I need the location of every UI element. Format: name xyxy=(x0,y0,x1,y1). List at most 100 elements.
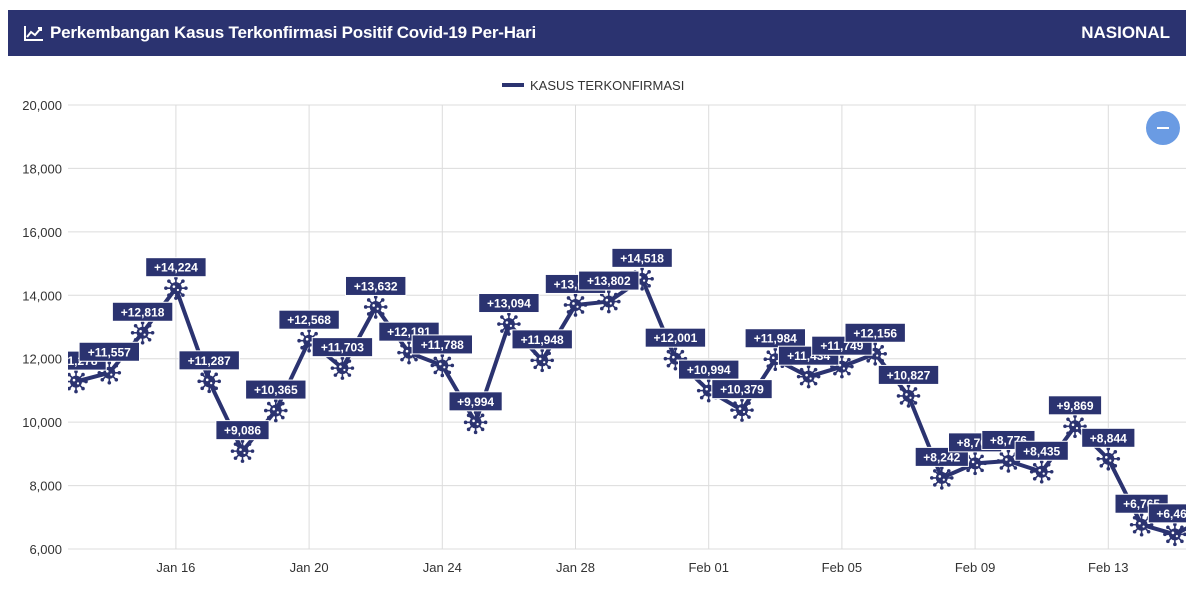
data-label: +11,557 xyxy=(78,341,140,362)
data-point-marker[interactable] xyxy=(263,397,289,424)
y-tick-label: 12,000 xyxy=(22,352,62,367)
x-tick-label: Jan 20 xyxy=(290,560,329,575)
data-point-marker[interactable] xyxy=(196,368,222,394)
data-point-marker[interactable] xyxy=(429,352,455,379)
svg-text:+9,994: +9,994 xyxy=(457,395,494,409)
data-label: +9,086 xyxy=(215,420,270,441)
data-label: +12,156 xyxy=(844,322,906,343)
svg-text:+10,379: +10,379 xyxy=(720,383,764,397)
data-point-marker[interactable] xyxy=(229,438,256,464)
data-label: +11,703 xyxy=(311,337,374,358)
data-point-marker[interactable] xyxy=(1029,459,1055,485)
data-label: +11,948 xyxy=(511,329,573,350)
svg-text:+13,094: +13,094 xyxy=(487,297,531,311)
svg-text:+8,844: +8,844 xyxy=(1090,431,1127,445)
legend-label: KASUS TERKONFIRMASI xyxy=(530,78,684,93)
data-label: +10,365 xyxy=(245,379,307,400)
data-label: +9,869 xyxy=(1047,395,1103,416)
data-point-marker[interactable] xyxy=(1095,446,1121,472)
x-tick-label: Jan 24 xyxy=(423,560,462,575)
y-tick-label: 6,000 xyxy=(29,542,62,557)
data-point-marker[interactable] xyxy=(329,355,355,381)
data-point-marker[interactable] xyxy=(363,294,389,320)
data-label: +8,844 xyxy=(1081,427,1136,448)
data-point-marker[interactable] xyxy=(163,275,189,301)
svg-text:+9,869: +9,869 xyxy=(1056,399,1093,413)
data-label: +13,802 xyxy=(578,270,640,291)
svg-text:+12,001: +12,001 xyxy=(654,331,698,345)
data-label: +6,462 xyxy=(1147,503,1188,524)
chart-title: Perkembangan Kasus Terkonfirmasi Positif… xyxy=(50,23,536,42)
svg-text:+11,287: +11,287 xyxy=(188,354,231,368)
series-line xyxy=(75,276,1186,537)
data-point-marker[interactable] xyxy=(64,369,89,395)
svg-text:+12,568: +12,568 xyxy=(287,313,331,327)
x-tick-label: Jan 28 xyxy=(556,560,595,575)
svg-text:+8,435: +8,435 xyxy=(1023,444,1060,458)
svg-text:+11,557: +11,557 xyxy=(88,345,131,359)
data-point-marker[interactable] xyxy=(562,292,589,318)
header-title-group: Perkembangan Kasus Terkonfirmasi Positif… xyxy=(24,10,536,56)
y-tick-label: 10,000 xyxy=(22,415,62,430)
data-label: +10,827 xyxy=(877,364,940,385)
y-tick-label: 14,000 xyxy=(22,288,62,303)
data-label: +10,379 xyxy=(711,379,773,400)
chart-header: Perkembangan Kasus Terkonfirmasi Positif… xyxy=(8,10,1186,56)
y-tick-label: 16,000 xyxy=(22,225,62,240)
data-label: +14,518 xyxy=(611,247,673,268)
data-label: +11,984 xyxy=(744,328,806,349)
svg-text:+11,788: +11,788 xyxy=(421,338,464,352)
data-label: +11,287 xyxy=(178,350,240,371)
x-tick-label: Feb 01 xyxy=(688,560,728,575)
data-point-marker[interactable] xyxy=(729,397,755,423)
data-label: +11,788 xyxy=(411,334,474,355)
data-point-marker[interactable] xyxy=(463,409,489,435)
data-point-marker[interactable] xyxy=(529,347,555,373)
zoom-reset-button[interactable] xyxy=(1146,111,1180,145)
data-label: +9,994 xyxy=(448,391,503,412)
y-axis: 6,000 8,000 10,000 12,000 14,000 16,000 18,000… xyxy=(22,98,62,557)
y-tick-label: 8,000 xyxy=(29,479,62,494)
svg-text:+11,948: +11,948 xyxy=(521,333,564,347)
x-tick-label: Jan 16 xyxy=(156,560,195,575)
x-tick-label: Feb 13 xyxy=(1088,560,1128,575)
data-label: +14,224 xyxy=(145,257,207,278)
svg-text:+10,827: +10,827 xyxy=(887,368,931,382)
svg-text:+13,802: +13,802 xyxy=(587,274,631,288)
plot-area: +11,278+11,557+12,818+14,224+11,287+9,08… xyxy=(64,247,1188,547)
svg-text:+14,224: +14,224 xyxy=(154,261,198,275)
svg-text:+12,156: +12,156 xyxy=(853,326,897,340)
grid xyxy=(68,104,1186,550)
svg-text:+11,984: +11,984 xyxy=(754,332,797,346)
svg-text:+8,242: +8,242 xyxy=(923,450,960,464)
svg-text:+14,518: +14,518 xyxy=(620,251,664,265)
line-chart: 6,000 8,000 10,000 12,000 14,000 16,000 18,000… xyxy=(22,78,1188,575)
svg-text:+10,994: +10,994 xyxy=(687,363,731,377)
y-tick-label: 18,000 xyxy=(22,161,62,176)
x-tick-label: Feb 05 xyxy=(822,560,862,575)
data-label: +10,994 xyxy=(678,359,740,380)
data-label: +13,632 xyxy=(345,275,407,296)
legend: KASUS TERKONFIRMASI xyxy=(502,78,684,93)
x-axis: Jan 16 Jan 20 Jan 24 Jan 28 Feb 01 Feb 05 Feb … xyxy=(156,560,1128,575)
svg-text:+10,365: +10,365 xyxy=(254,383,298,397)
svg-text:+13,632: +13,632 xyxy=(354,279,398,293)
y-tick-label: 20,000 xyxy=(22,98,62,113)
data-label: +12,818 xyxy=(111,301,174,322)
data-label: +8,435 xyxy=(1014,440,1069,461)
svg-text:+12,818: +12,818 xyxy=(121,305,165,319)
data-label: +12,001 xyxy=(644,327,707,348)
data-point-marker[interactable] xyxy=(130,320,156,346)
data-label: +12,568 xyxy=(278,309,340,330)
data-point-marker[interactable] xyxy=(895,383,922,409)
x-tick-label: Feb 09 xyxy=(955,560,995,575)
data-point-marker[interactable] xyxy=(929,465,955,491)
data-label: +13,094 xyxy=(478,293,540,314)
data-point-marker[interactable] xyxy=(795,364,822,390)
line-chart-icon xyxy=(24,26,43,41)
data-point-marker[interactable] xyxy=(1162,521,1187,547)
svg-text:+11,703: +11,703 xyxy=(321,341,364,355)
svg-text:+6,462: +6,462 xyxy=(1156,507,1188,521)
region-label: NASIONAL xyxy=(1081,23,1170,42)
svg-text:+9,086: +9,086 xyxy=(224,424,261,438)
